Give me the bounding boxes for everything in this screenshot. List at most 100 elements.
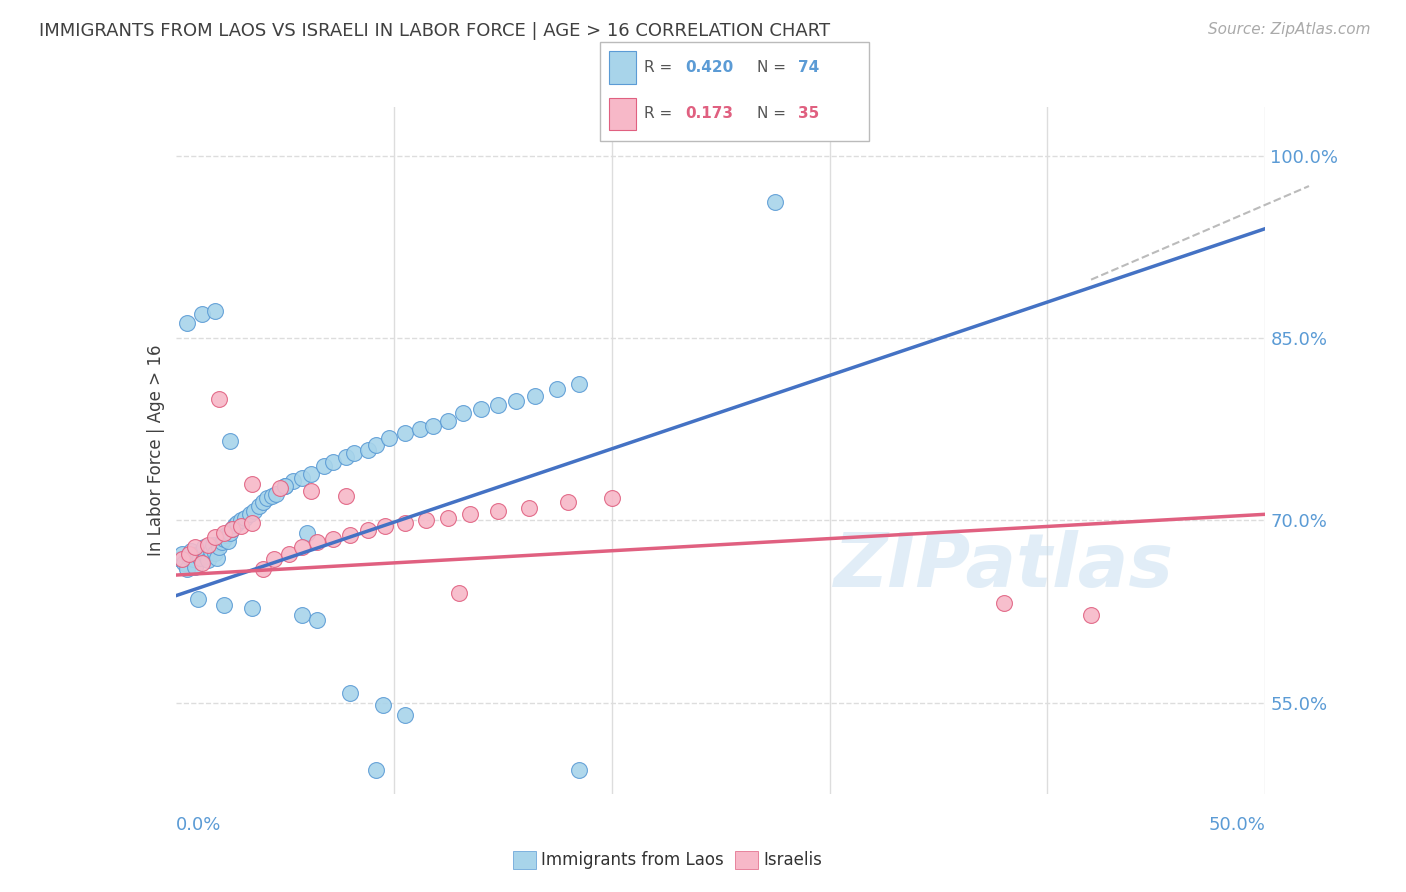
Point: [221, 522, 243, 536]
Point: [204, 304, 226, 318]
Text: Source: ZipAtlas.com: Source: ZipAtlas.com: [1208, 22, 1371, 37]
Point: [394, 425, 416, 440]
Point: [295, 525, 318, 540]
Bar: [609, 97, 636, 130]
Point: [191, 545, 214, 559]
Point: [312, 458, 335, 473]
Point: [204, 530, 226, 544]
Point: [181, 552, 204, 566]
Point: [322, 455, 344, 469]
Point: [505, 394, 527, 409]
Point: [993, 596, 1015, 610]
Point: [231, 519, 253, 533]
Point: [200, 543, 222, 558]
Point: [212, 532, 235, 546]
Point: [240, 476, 263, 491]
Point: [212, 599, 235, 613]
Text: Immigrants from Laos: Immigrants from Laos: [541, 851, 724, 869]
Point: [291, 471, 314, 485]
Point: [240, 600, 263, 615]
Point: [366, 763, 388, 777]
Point: [546, 382, 568, 396]
Point: [208, 540, 231, 554]
Point: [252, 562, 274, 576]
Point: [283, 475, 305, 489]
Point: [291, 540, 314, 554]
Point: [256, 491, 278, 506]
Point: [343, 446, 366, 460]
Point: [260, 489, 283, 503]
Point: [568, 763, 591, 777]
Point: [225, 516, 247, 530]
Point: [208, 392, 231, 406]
Point: [600, 491, 623, 506]
Point: [371, 698, 394, 713]
Point: [195, 549, 218, 563]
Text: 0.173: 0.173: [685, 106, 734, 121]
Point: [394, 516, 416, 530]
Point: [221, 522, 243, 536]
Point: [264, 486, 287, 500]
Point: [184, 559, 207, 574]
Point: [212, 525, 235, 540]
Point: [215, 528, 238, 542]
Text: IMMIGRANTS FROM LAOS VS ISRAELI IN LABOR FORCE | AGE > 16 CORRELATION CHART: IMMIGRANTS FROM LAOS VS ISRAELI IN LABOR…: [39, 22, 831, 40]
Point: [219, 434, 242, 449]
Text: ZIPatlas: ZIPatlas: [834, 530, 1174, 603]
Point: [356, 523, 378, 537]
Point: [186, 592, 209, 607]
Point: [240, 516, 263, 530]
Point: [374, 519, 396, 533]
Text: N =: N =: [756, 61, 786, 75]
Point: [378, 431, 401, 445]
Point: [263, 552, 285, 566]
FancyBboxPatch shape: [600, 42, 869, 141]
Point: [307, 613, 329, 627]
Point: [291, 608, 314, 623]
Y-axis label: In Labor Force | Age > 16: In Labor Force | Age > 16: [146, 344, 165, 557]
Point: [453, 406, 475, 420]
Point: [763, 194, 786, 209]
Point: [524, 389, 547, 403]
Point: [486, 398, 509, 412]
Point: [219, 525, 242, 540]
Point: [188, 551, 211, 566]
Point: [366, 438, 388, 452]
Point: [307, 535, 329, 549]
Text: 50.0%: 50.0%: [1209, 816, 1265, 834]
Point: [191, 556, 214, 570]
Point: [184, 540, 207, 554]
Point: [224, 518, 246, 533]
Point: [211, 535, 233, 549]
Point: [205, 551, 228, 566]
Point: [335, 450, 357, 464]
Point: [186, 548, 209, 562]
Point: [193, 540, 215, 554]
Point: [197, 553, 219, 567]
Point: [204, 546, 226, 560]
Point: [278, 548, 301, 562]
Point: [201, 538, 224, 552]
Point: [299, 467, 322, 482]
Point: [180, 543, 202, 558]
Point: [172, 552, 194, 566]
Point: [356, 442, 378, 457]
Point: [422, 418, 444, 433]
Point: [191, 307, 214, 321]
Point: [339, 686, 361, 700]
Bar: [609, 52, 636, 84]
Text: 35: 35: [797, 106, 818, 121]
Point: [269, 481, 291, 495]
Point: [486, 503, 509, 517]
Text: R =: R =: [644, 61, 672, 75]
Point: [231, 513, 253, 527]
Point: [557, 495, 579, 509]
Point: [169, 552, 191, 566]
Point: [239, 508, 262, 522]
Point: [235, 511, 257, 525]
Point: [176, 562, 198, 576]
Point: [437, 511, 460, 525]
Point: [447, 586, 470, 600]
Point: [339, 528, 361, 542]
Point: [173, 556, 195, 570]
